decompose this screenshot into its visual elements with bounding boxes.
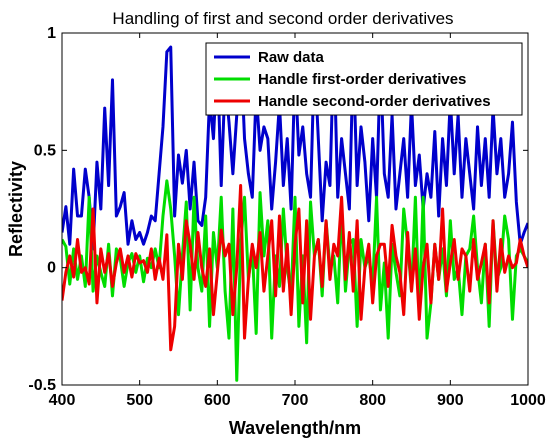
series-line-3 (62, 184, 528, 352)
x-tick-label: 800 (359, 392, 386, 409)
legend-box (205, 42, 523, 116)
legend-label-3: Handle second-order derivatives (258, 93, 491, 110)
y-tick-label: -0.5 (28, 377, 56, 394)
y-axis-label: Reflectivity (6, 161, 26, 257)
x-tick-label: 400 (49, 392, 76, 409)
chart-title: Handling of first and second order deriv… (112, 9, 453, 28)
legend: Raw data Handle first-order derivatives Ha… (205, 42, 523, 116)
x-tick-label: 500 (126, 392, 153, 409)
series-line-2 (62, 179, 528, 382)
x-tick-label: 700 (282, 392, 309, 409)
y-tick-label: 1 (47, 25, 56, 42)
legend-label-2: Handle first-order derivatives (258, 71, 466, 88)
x-tick-label: 1000 (510, 392, 546, 409)
x-axis-label: Wavelength/nm (229, 418, 361, 438)
legend-label-1: Raw data (258, 49, 325, 66)
axis-ticks: 400 500 600 700 800 900 1000 -0.5 0 0.5 1 (28, 25, 545, 409)
y-tick-label: 0.5 (34, 142, 56, 159)
y-tick-label: 0 (47, 260, 56, 277)
x-tick-label: 900 (437, 392, 464, 409)
x-tick-label: 600 (204, 392, 231, 409)
